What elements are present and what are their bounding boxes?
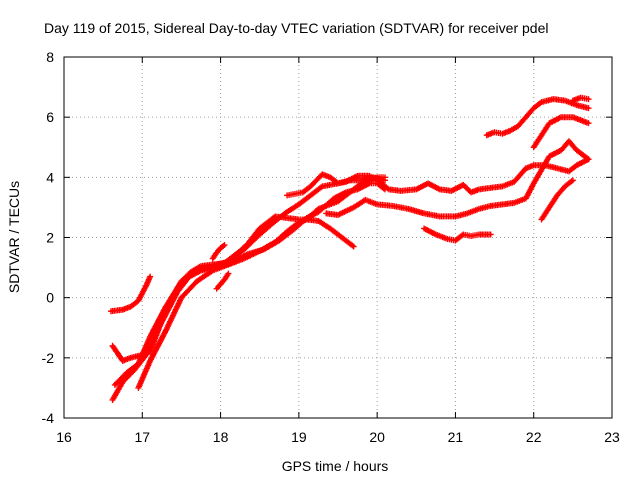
data-point-fill [324, 139, 591, 220]
series-track-7 [213, 270, 232, 292]
data-point-fill [136, 180, 387, 390]
data-point-fill [286, 157, 590, 198]
x-tick-label: 18 [213, 429, 229, 445]
data-point-fill [485, 96, 590, 138]
y-tick-label: 0 [46, 290, 54, 306]
y-tick-label: 2 [46, 230, 54, 246]
tick-labels: 16 17 18 19 20 21 22 23 -4 -2 0 2 4 6 8 [42, 49, 620, 445]
series-track-1 [107, 273, 154, 315]
data-point-fill [571, 95, 590, 103]
series-track-10 [421, 225, 494, 244]
data-point-fill [539, 178, 575, 221]
x-tick-label: 19 [291, 429, 307, 445]
x-axis-label: GPS time / hours [282, 458, 389, 474]
series-track-6 [209, 242, 228, 262]
series-track-12 [530, 114, 592, 151]
series-track-5 [135, 180, 388, 391]
y-tick-label: 4 [46, 169, 54, 185]
data-point-fill [215, 272, 231, 291]
series-track-11 [483, 96, 592, 139]
series-track-14 [569, 94, 592, 104]
x-tick-label: 16 [56, 429, 72, 445]
series-track-13 [538, 177, 576, 223]
data-point-fill [531, 114, 590, 149]
x-tick-label: 23 [604, 429, 620, 445]
data-point-fill [210, 243, 227, 261]
y-axis-label: SDTVAR / TECUs [6, 181, 22, 293]
series-track-9 [323, 138, 592, 220]
data-point-fill [422, 226, 492, 244]
grid-lines [64, 57, 612, 418]
x-tick-label: 22 [526, 429, 542, 445]
series-track-4 [111, 174, 388, 388]
data-point-fill [109, 275, 153, 314]
plot-area [107, 94, 592, 403]
series-track-8 [284, 156, 592, 199]
x-tick-label: 20 [369, 429, 385, 445]
y-tick-label: -4 [42, 410, 55, 426]
axis-ticks [63, 56, 613, 419]
x-tick-label: 17 [134, 429, 150, 445]
y-tick-label: -2 [42, 350, 55, 366]
y-tick-label: 8 [46, 49, 54, 65]
chart-title: Day 119 of 2015, Sidereal Day-to-day VTE… [44, 20, 548, 36]
y-tick-label: 6 [46, 109, 54, 125]
x-tick-label: 21 [448, 429, 464, 445]
